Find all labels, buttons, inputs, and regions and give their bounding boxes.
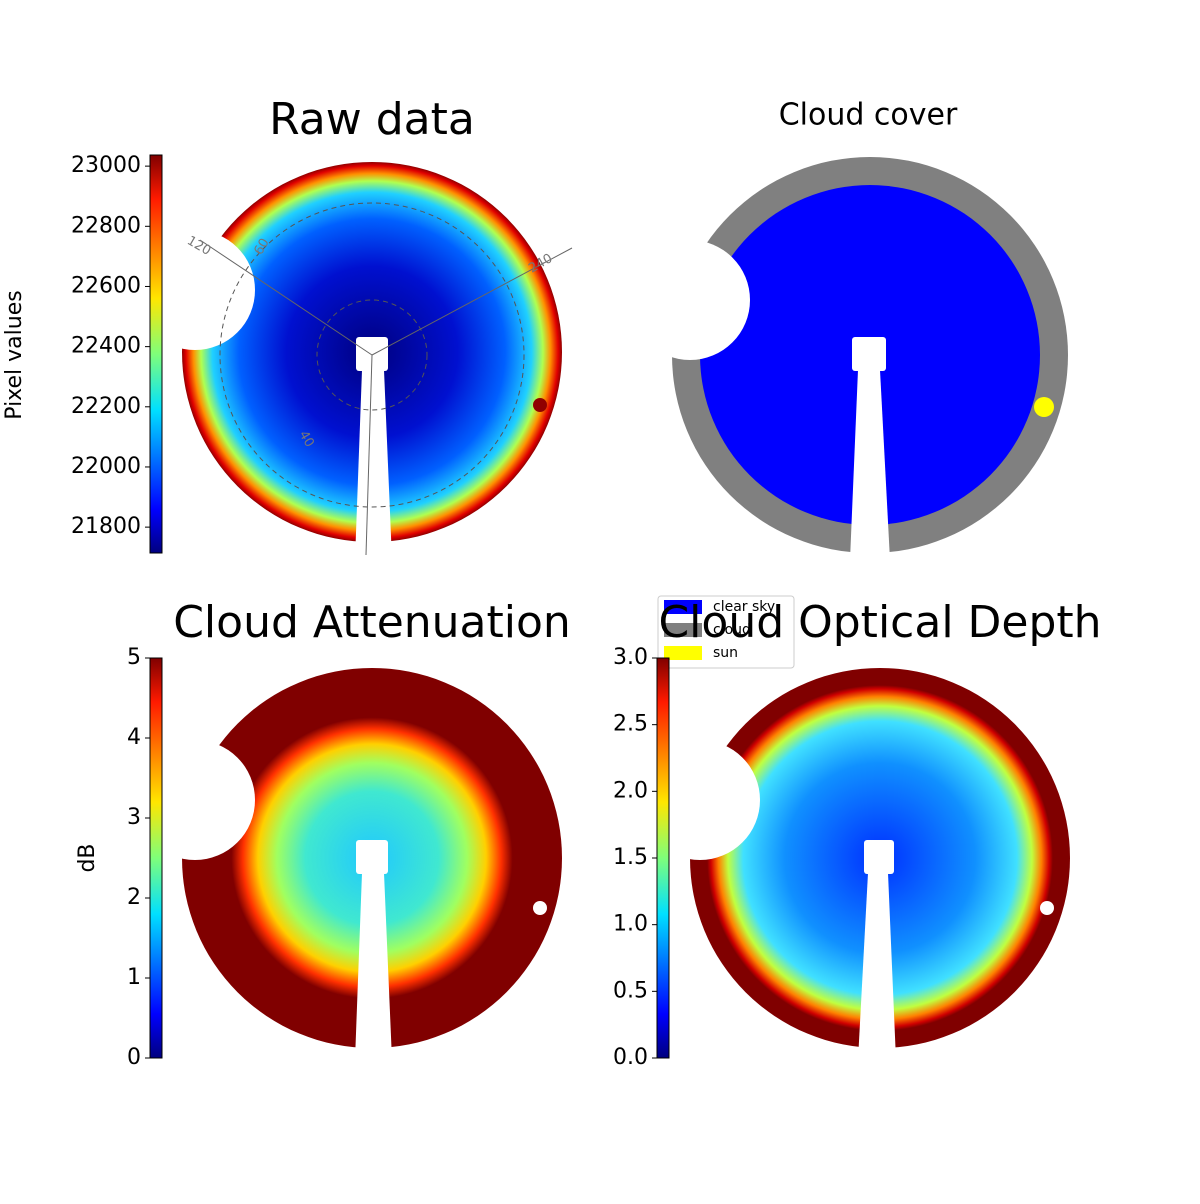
legend-label: cloud [713,622,751,638]
tick-label: 5 [127,645,141,670]
legend-swatch [664,646,702,660]
polar-label: 60 [252,236,273,258]
legend: clear sky cloud sun [657,595,795,669]
colorbar-label: Pixel values [2,290,27,419]
tick-label: 22200 [71,394,141,419]
tick-label: 22400 [71,334,141,359]
polar-label: 40 [296,428,317,450]
tick-label: 2.0 [613,778,648,803]
polar-lines [199,239,573,556]
tick-label: 0 [127,1045,141,1070]
legend-swatch [664,600,702,614]
colorbar [656,657,670,1059]
tick-label: 0.5 [613,978,648,1003]
masks [135,230,896,1060]
panel-title: Cloud Optical Depth [658,597,1101,648]
tick-label: 3 [127,805,141,830]
colorbar [149,154,163,554]
tick-label: 22800 [71,213,141,238]
tick-label: 22000 [71,454,141,479]
sun [1034,397,1054,417]
colorbar-label: dB [75,843,100,872]
panel-title: Cloud cover [779,98,958,133]
panel-title: Cloud Attenuation [173,597,571,648]
tick-label: 2 [127,885,141,910]
legend-label: sun [713,645,738,661]
legend-swatch [664,623,702,637]
tick-label: 2.5 [613,712,648,737]
sun-spot [1040,901,1054,915]
tick-label: 21800 [71,514,141,539]
tick-label: 0.0 [613,1045,648,1070]
polar-grid [219,202,525,508]
colorbar [149,657,163,1059]
tick-label: 3.0 [613,645,648,670]
tick-label: 23000 [71,153,141,178]
tick-label: 22600 [71,273,141,298]
tick-label: 1.0 [613,912,648,937]
tick-label: 4 [127,725,141,750]
sun-spot [533,901,547,915]
legend-label: clear sky [713,599,775,615]
sun-spot [533,398,547,412]
tick-label: 1 [127,965,141,990]
sky-images [135,157,1070,1060]
panel-title: Raw data [269,94,475,145]
tick-label: 1.5 [613,845,648,870]
